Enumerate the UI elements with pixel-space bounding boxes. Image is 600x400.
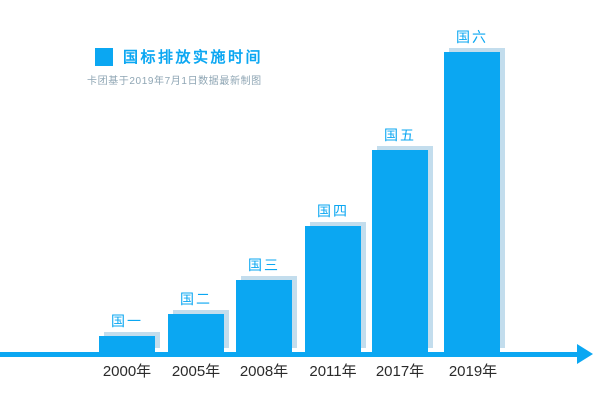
bar <box>444 52 500 352</box>
bar <box>99 336 155 352</box>
bar-label: 国二 <box>180 291 212 307</box>
x-tick-label: 2005年 <box>171 363 221 380</box>
legend-square-swatch-icon <box>95 47 113 66</box>
bar-label: 国五 <box>384 127 416 143</box>
bar-label: 国一 <box>111 313 143 329</box>
bar-group-guo1: 国一 <box>99 311 155 352</box>
x-axis-arrow-icon <box>577 344 593 364</box>
x-axis-line <box>0 352 580 357</box>
x-tick-label: 2019年 <box>448 363 498 380</box>
bar <box>236 280 292 352</box>
x-tick-label: 2008年 <box>239 363 289 380</box>
bar-group-guo6: 国六 <box>444 27 500 352</box>
bar-group-guo4: 国四 <box>305 201 361 352</box>
chart-subtitle: 卡团基于2019年7月1日数据最新制图 <box>87 76 262 87</box>
bar-group-guo5: 国五 <box>372 125 428 352</box>
x-tick-label: 2000年 <box>102 363 152 380</box>
x-tick-label: 2017年 <box>375 363 425 380</box>
bar-label: 国六 <box>456 29 488 45</box>
bar <box>372 150 428 352</box>
bar-group-guo3: 国三 <box>236 255 292 352</box>
x-tick-label: 2011年 <box>309 363 357 380</box>
bar-group-guo2: 国二 <box>168 289 224 352</box>
legend: 国标排放实施时间 <box>95 46 263 67</box>
bar <box>168 314 224 352</box>
bar <box>305 226 361 352</box>
bar-label: 国三 <box>248 257 280 273</box>
bar-label: 国四 <box>317 203 349 219</box>
chart-title: 国标排放实施时间 <box>123 49 264 66</box>
